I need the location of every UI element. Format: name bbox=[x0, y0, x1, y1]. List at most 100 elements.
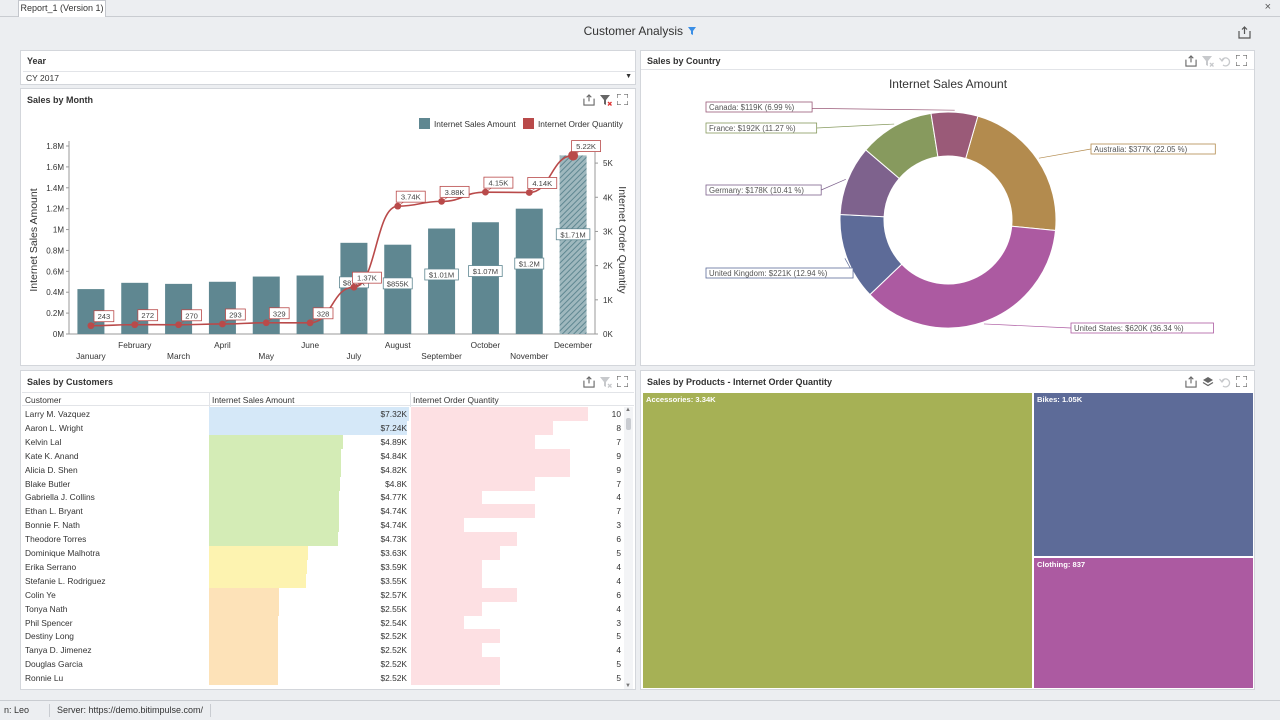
customer-name: Blake Butler bbox=[25, 478, 71, 489]
table-row[interactable]: Erika Serrano $3.59K 4 bbox=[22, 559, 634, 574]
filter-icon[interactable] bbox=[688, 24, 697, 38]
pie-slice-australia[interactable] bbox=[965, 115, 1057, 231]
table-row[interactable]: Phil Spencer $2.54K 3 bbox=[22, 615, 634, 630]
table-row[interactable]: Blake Butler $4.8K 7 bbox=[22, 476, 634, 491]
sales-amount-bar bbox=[209, 587, 280, 602]
table-row[interactable]: Tonya Nath $2.55K 4 bbox=[22, 601, 634, 616]
table-row[interactable]: Aaron L. Wright $7.24K 8 bbox=[22, 420, 634, 435]
column-header-order-quantity[interactable]: Internet Order Quantity bbox=[410, 393, 624, 407]
maximize-icon[interactable] bbox=[616, 375, 629, 388]
scrollbar-thumb[interactable] bbox=[626, 418, 631, 430]
undo-icon[interactable] bbox=[1218, 375, 1231, 388]
order-quantity-value: 9 bbox=[616, 450, 621, 461]
pie-slice-canada[interactable] bbox=[930, 111, 979, 160]
customer-name: Tonya Nath bbox=[25, 603, 68, 614]
y-tick-label: 0.2M bbox=[46, 309, 64, 318]
filter-clear-icon[interactable] bbox=[599, 93, 612, 106]
bar-november[interactable] bbox=[515, 208, 543, 334]
table-row[interactable]: Bonnie F. Nath $4.74K 3 bbox=[22, 518, 634, 533]
customer-name: Aaron L. Wright bbox=[25, 422, 84, 433]
pie-label: Canada: $119K (6.99 %) bbox=[705, 101, 955, 113]
customers-grid: Customer Internet Sales Amount Internet … bbox=[22, 392, 634, 689]
customer-name: Alicia D. Shen bbox=[25, 464, 78, 475]
export-icon[interactable] bbox=[582, 375, 595, 388]
line-data-label: 293 bbox=[222, 308, 246, 325]
sales-amount-bar bbox=[209, 462, 341, 477]
table-row[interactable]: Kate K. Anand $4.84K 9 bbox=[22, 448, 634, 463]
scroll-up-arrow[interactable]: ▲ bbox=[625, 407, 631, 413]
table-row[interactable]: Colin Ye $2.57K 6 bbox=[22, 587, 634, 602]
customer-name: Theodore Torres bbox=[25, 534, 87, 545]
close-icon[interactable]: × bbox=[1264, 1, 1271, 13]
filter-clear-icon[interactable] bbox=[1201, 54, 1214, 67]
line-data-label: 328 bbox=[309, 307, 334, 324]
status-user: n: Leo bbox=[4, 705, 30, 715]
bar-december[interactable] bbox=[559, 155, 587, 334]
grid-scrollbar[interactable]: ▲ ▼ bbox=[624, 407, 633, 689]
y2-tick-label: 0K bbox=[603, 330, 613, 339]
quantity-point[interactable] bbox=[350, 283, 358, 291]
scroll-down-arrow[interactable]: ▼ bbox=[625, 683, 631, 689]
table-row[interactable]: Ronnie Lu $2.52K 5 bbox=[22, 671, 634, 686]
chevron-down-icon[interactable]: ▼ bbox=[625, 73, 632, 80]
maximize-icon[interactable] bbox=[1235, 375, 1248, 388]
export-icon[interactable] bbox=[1184, 375, 1197, 388]
table-row[interactable]: Gabriella J. Collins $4.77K 4 bbox=[22, 490, 634, 505]
customer-name: Gabriella J. Collins bbox=[25, 492, 95, 503]
x-tick-label: August bbox=[385, 340, 412, 350]
table-row[interactable]: Kelvin Lal $4.89K 7 bbox=[22, 434, 634, 449]
filter-clear-icon[interactable] bbox=[599, 375, 612, 388]
sales-amount-bar bbox=[209, 671, 278, 686]
column-header-sales-amount[interactable]: Internet Sales Amount bbox=[209, 393, 409, 407]
x-tick-label: November bbox=[510, 351, 549, 361]
table-row[interactable]: Larry M. Vazquez $7.32K 10 bbox=[22, 407, 634, 421]
table-row[interactable]: Douglas Garcia $2.52K 5 bbox=[22, 657, 634, 672]
treemap-tile-bikes[interactable]: Bikes: 1.05K bbox=[1033, 392, 1254, 558]
pie-title: Internet Sales Amount bbox=[889, 77, 1008, 91]
order-quantity-bar bbox=[411, 615, 465, 630]
treemap-tile-label: Bikes: 1.05K bbox=[1037, 395, 1083, 404]
export-icon[interactable] bbox=[1184, 54, 1197, 67]
pie-slice-united-states[interactable] bbox=[869, 225, 1057, 329]
bar-august[interactable] bbox=[384, 244, 412, 334]
sales-by-customers-panel: Sales by Customers Customer Internet Sal… bbox=[20, 370, 636, 690]
table-row[interactable]: Tanya D. Jimenez $2.52K 4 bbox=[22, 643, 634, 658]
svg-text:$1.01M: $1.01M bbox=[429, 270, 454, 279]
order-quantity-value: 9 bbox=[616, 464, 621, 475]
table-row[interactable]: Destiny Long $2.52K 5 bbox=[22, 629, 634, 644]
sales-amount-value: $4.77K bbox=[380, 492, 407, 503]
year-combobox[interactable]: CY 2017 ▼ bbox=[23, 71, 635, 84]
table-row[interactable]: Stefanie L. Rodriguez $3.55K 4 bbox=[22, 573, 634, 588]
dashboard-export-icon[interactable] bbox=[1238, 26, 1251, 42]
bar-september[interactable] bbox=[428, 228, 456, 334]
export-icon[interactable] bbox=[582, 93, 595, 106]
bar-october[interactable] bbox=[471, 222, 499, 334]
table-row[interactable]: Theodore Torres $4.73K 6 bbox=[22, 532, 634, 547]
svg-text:3.74K: 3.74K bbox=[401, 193, 421, 202]
y2-tick-label: 1K bbox=[603, 296, 613, 305]
order-quantity-bar bbox=[411, 518, 465, 533]
sales-amount-bar bbox=[209, 546, 309, 560]
line-data-label: 272 bbox=[134, 309, 159, 325]
bar-data-label: $1.01M bbox=[424, 268, 459, 281]
treemap-tile-clothing[interactable]: Clothing: 837 bbox=[1033, 557, 1254, 689]
report-tab[interactable]: Report_1 (Version 1) bbox=[18, 0, 106, 17]
bar-data-label: $1.07M bbox=[468, 265, 503, 277]
svg-text:3.88K: 3.88K bbox=[445, 188, 465, 197]
table-row[interactable]: Dominique Malhotra $3.63K 5 bbox=[22, 546, 634, 560]
svg-text:United States: $620K (36.34 %): United States: $620K (36.34 %) bbox=[1074, 324, 1184, 333]
table-row[interactable]: Alicia D. Shen $4.82K 9 bbox=[22, 462, 634, 477]
maximize-icon[interactable] bbox=[1235, 54, 1248, 67]
sales-amount-bar bbox=[209, 434, 343, 449]
maximize-icon[interactable] bbox=[616, 93, 629, 106]
y-axis-title: Internet Sales Amount bbox=[28, 188, 40, 291]
column-header-customer[interactable]: Customer bbox=[25, 395, 62, 405]
undo-icon[interactable] bbox=[1218, 54, 1231, 67]
line-data-label: 270 bbox=[178, 309, 202, 326]
order-quantity-bar bbox=[411, 601, 482, 616]
order-quantity-value: 7 bbox=[616, 506, 621, 517]
layers-icon[interactable] bbox=[1201, 375, 1214, 388]
treemap-tile-accessories[interactable]: Accessories: 3.34K bbox=[642, 392, 1034, 689]
bar-data-label: $1.71M bbox=[555, 228, 591, 241]
table-row[interactable]: Ethan L. Bryant $4.74K 7 bbox=[22, 504, 634, 519]
